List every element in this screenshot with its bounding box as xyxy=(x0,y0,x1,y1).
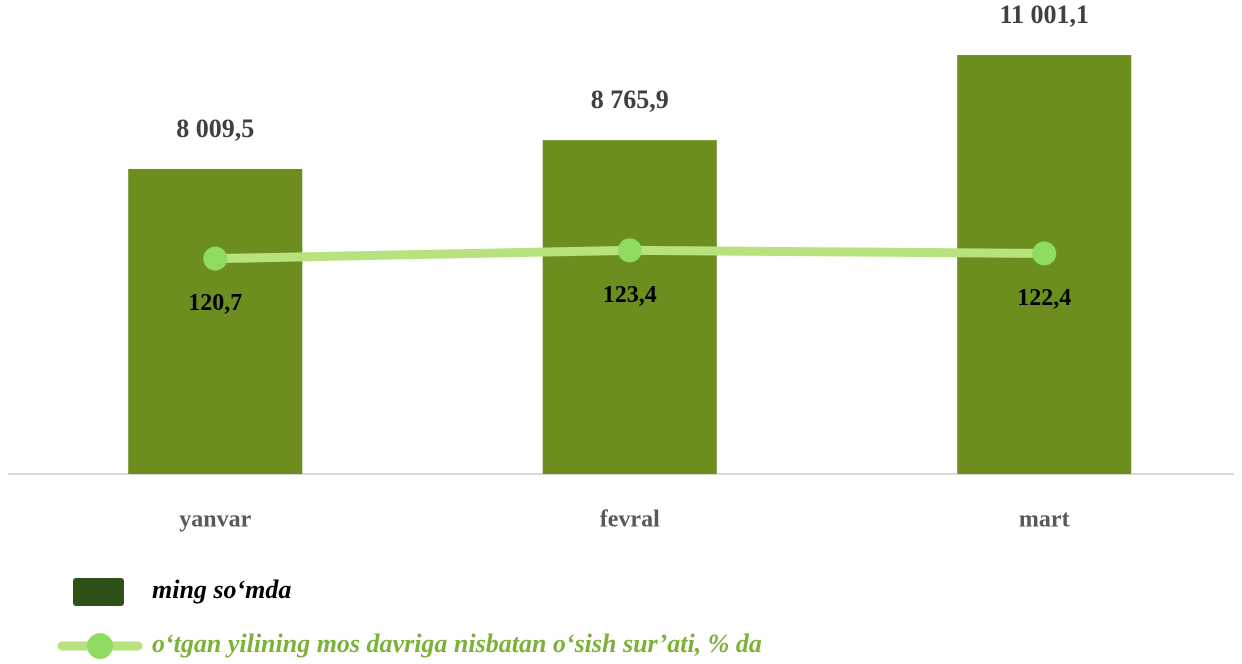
line-value-label: 123,4 xyxy=(603,282,657,308)
x-tick-label: yanvar xyxy=(179,507,251,533)
bar xyxy=(542,140,717,474)
legend-marker xyxy=(87,633,113,659)
x-tick-label: fevral xyxy=(600,507,660,533)
line-value-label: 120,7 xyxy=(188,290,242,316)
legend-swatch xyxy=(73,578,124,606)
bar-value-label: 8 009,5 xyxy=(176,114,254,143)
line-marker xyxy=(203,246,228,271)
bar xyxy=(128,168,303,474)
legend-label: ming so‘mda xyxy=(152,575,291,604)
line-marker xyxy=(1032,241,1057,266)
legend-label: o‘tgan yilining mos davriga nisbatan o‘s… xyxy=(152,629,762,658)
line-marker xyxy=(617,238,642,263)
x-tick-label: mart xyxy=(1019,507,1070,533)
line-value-label: 122,4 xyxy=(1017,285,1071,311)
bar-value-label: 8 765,9 xyxy=(591,85,669,114)
bar-value-label: 11 001,1 xyxy=(999,0,1089,29)
